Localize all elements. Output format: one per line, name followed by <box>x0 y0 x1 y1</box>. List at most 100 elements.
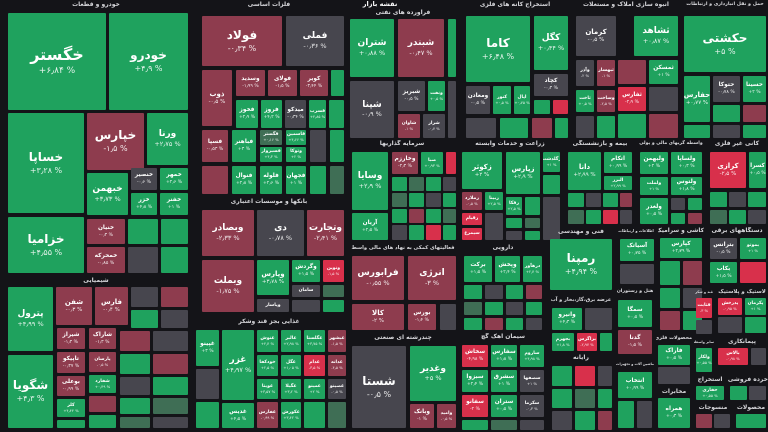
tile-it-1[interactable] <box>575 366 595 386</box>
tile-cement-10[interactable] <box>491 420 517 430</box>
tile-investment-11[interactable] <box>426 193 441 207</box>
tile-زکوثر[interactable]: زکوثر +۲ % <box>462 152 502 189</box>
tile-pharma-4[interactable] <box>485 285 503 299</box>
tile-غپینو[interactable]: غپینو +۳ % <box>196 330 219 366</box>
tile-فلوله[interactable]: فلوله +۲٫۶ % <box>260 166 282 194</box>
tile-پکرمان[interactable]: پکرمان +۱ % <box>745 298 766 315</box>
tile-کاما[interactable]: کاما +۶٫۴۸ % <box>466 16 530 82</box>
tile-pharma-3[interactable] <box>464 285 482 299</box>
tile-خزر[interactable]: خزر +۴٫۸ % <box>131 193 157 215</box>
tile-آریان[interactable]: آریان +۲٫۵ % <box>352 213 388 240</box>
tile-nonmetallic-3[interactable] <box>729 192 746 207</box>
tile-transport-4[interactable] <box>713 105 740 122</box>
tile-investment-19[interactable] <box>426 225 441 240</box>
tile-ceramics-2[interactable] <box>683 261 702 285</box>
tile-بزاگرس[interactable]: بزاگرس -۲٫۹۷ % <box>577 333 597 351</box>
tile-mining-11[interactable] <box>555 118 568 138</box>
tile-خساپا[interactable]: خساپا +۳٫۲۸ % <box>8 113 84 213</box>
tile-خبهمن[interactable]: خبهمن +۳٫۷۳ % <box>87 173 128 215</box>
tile-food-19[interactable] <box>304 402 325 428</box>
tile-ذوب[interactable]: ذوب -۰٫۵ % <box>202 70 232 126</box>
tile-auto-16[interactable] <box>161 247 188 273</box>
tile-mining-9[interactable] <box>500 118 528 138</box>
tile-ceramics-5[interactable] <box>660 311 680 330</box>
tile-nonmetallic-5[interactable] <box>710 210 727 224</box>
tile-chemicals-8[interactable] <box>57 420 85 428</box>
tile-غبشهر[interactable]: غبشهر -۱٫۵ % <box>328 330 346 352</box>
tile-وسایا[interactable]: وسایا +۲٫۹ % <box>352 152 388 210</box>
tile-chemicals-23[interactable] <box>153 377 188 395</box>
tile-investment-10[interactable] <box>409 193 424 207</box>
tile-agriculture-8[interactable] <box>543 197 560 240</box>
tile-it-5[interactable] <box>598 389 612 408</box>
tile-insurance-9[interactable] <box>603 210 618 224</box>
tile-زپارس[interactable]: زپارس +۲٫۹ % <box>506 152 540 194</box>
tile-شفن[interactable]: شفن -۰٫۳ % <box>56 287 92 325</box>
tile-pharma-13[interactable] <box>506 318 523 330</box>
tile-غصینو[interactable]: غصینو -۰٫۵ % <box>328 379 346 399</box>
tile-وپخش[interactable]: وپخش +۲٫۴ % <box>495 256 520 282</box>
tile-it-3[interactable] <box>552 389 572 408</box>
tile-وتوکا[interactable]: وتوکا +۲ % <box>286 147 306 162</box>
tile-ولملت[interactable]: ولملت +۱ % <box>640 177 668 195</box>
tile-pharma-7[interactable] <box>464 302 482 315</box>
tile-ستران[interactable]: ستران +۰٫۵ % <box>491 395 517 417</box>
tile-electrical-3[interactable] <box>740 262 766 283</box>
tile-سفارس[interactable]: سفارس +۱٫۸ % <box>491 345 517 367</box>
tile-شفارد[interactable]: شفارد +۰٫۴۹ % <box>89 375 116 393</box>
tile-ثاخت[interactable]: ثاخت +۰٫۵ % <box>576 90 594 112</box>
tile-وغدیر[interactable]: وغدیر +۵ % <box>410 346 456 401</box>
tile-chemicals-16[interactable] <box>131 310 158 328</box>
tile-خمهر[interactable]: خمهر +۲٫۶ % <box>160 168 188 190</box>
tile-metals-18[interactable] <box>310 130 326 162</box>
tile-transport-6[interactable] <box>684 125 710 138</box>
tile-investment-18[interactable] <box>409 225 424 240</box>
tile-pharma-14[interactable] <box>526 318 542 330</box>
tile-ولکار[interactable]: ولکار +۰٫۵۵ % <box>696 348 712 372</box>
tile-ceramics-1[interactable] <box>660 261 680 285</box>
tile-کرازی[interactable]: کرازی -۲٫۵ % <box>710 152 746 188</box>
tile-فباهنر[interactable]: فباهنر +۳ % <box>232 130 256 162</box>
tile-chemicals-24[interactable] <box>120 398 150 414</box>
tile-انتخاب[interactable]: انتخاب +۰٫۹۹ % <box>618 372 652 398</box>
tile-وامید[interactable]: وامید -۰٫۵ % <box>437 404 456 428</box>
tile-شیراز[interactable]: شیراز -۱٫۳ % <box>57 328 85 349</box>
tile-بالاس[interactable]: بالاس -۰٫۹۸ % <box>718 348 748 365</box>
tile-agriculture-14[interactable] <box>506 231 522 240</box>
tile-کنور[interactable]: کنور +۰٫۵ % <box>493 86 511 114</box>
tile-chemicals-25[interactable] <box>153 398 188 414</box>
tile-pharma-10[interactable] <box>526 302 542 315</box>
tile-کگل[interactable]: کگل +۰٫۴۴ % <box>534 16 568 70</box>
tile-agriculture-15[interactable] <box>525 231 540 240</box>
tile-utilities-4[interactable] <box>600 333 612 351</box>
tile-pharma-8[interactable] <box>485 302 503 315</box>
tile-ساروم[interactable]: ساروم +۴٫۹۸ % <box>520 345 544 367</box>
tile-metals-25[interactable] <box>330 166 344 194</box>
tile-pharma-6[interactable] <box>526 285 542 299</box>
tile-تاپیکو[interactable]: تاپیکو -۰٫۳۷ % <box>57 352 85 373</box>
tile-ولغدر[interactable]: ولغدر +۰٫۵ % <box>640 198 668 224</box>
tile-leasing-7[interactable] <box>671 213 685 224</box>
tile-فاسمین[interactable]: فاسمین +۴٫۶۶ % <box>286 130 306 145</box>
tile-cement-11[interactable] <box>520 420 544 430</box>
tile-banks-11[interactable] <box>323 300 344 312</box>
tile-retail-1[interactable] <box>749 386 766 400</box>
tile-غمینو[interactable]: غمینو +۲ % <box>304 379 325 399</box>
tile-وپارس[interactable]: وپارس +۳٫۷۸ % <box>257 260 289 295</box>
tile-ثفارس[interactable]: ثفارس -۲٫۹ % <box>618 87 646 111</box>
tile-investment-4[interactable] <box>446 152 456 174</box>
tile-فروز[interactable]: فروز +۴٫۲ % <box>261 100 282 128</box>
tile-insurance-5[interactable] <box>603 193 618 207</box>
tile-investment-8[interactable] <box>443 177 456 191</box>
tile-realestate-12[interactable] <box>618 114 646 138</box>
tile-leasing-5[interactable] <box>671 198 685 210</box>
tile-حتوکا[interactable]: حتوکا -۰٫۷۸ % <box>713 76 740 102</box>
tile-pharma-9[interactable] <box>506 302 523 315</box>
tile-فولاد[interactable]: فولاد -۰٫۳۴ % <box>202 16 282 66</box>
tile-انرژی[interactable]: انرژی -۳ % <box>408 256 456 300</box>
tile-وآذر[interactable]: وآذر -۲ % <box>576 60 594 86</box>
tile-chemicals-21[interactable] <box>153 354 188 374</box>
tile-فگستر[interactable]: فگستر +۰٫۱۶ % <box>260 130 282 145</box>
tile-سفانو[interactable]: سفانو -۲ % <box>462 395 488 417</box>
tile-insurance-3[interactable] <box>568 193 584 207</box>
